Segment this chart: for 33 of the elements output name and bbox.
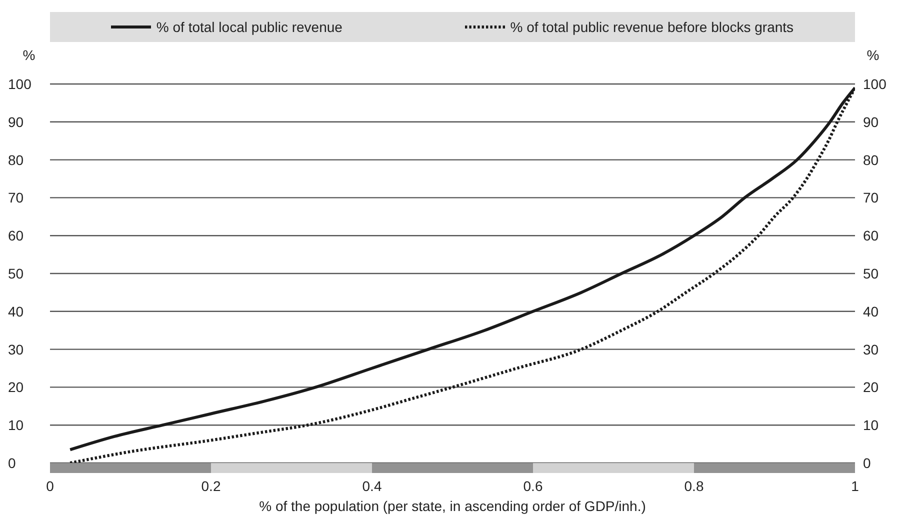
x-tick-label: 0.6 [523,478,543,494]
y-tick-label: 50 [8,265,24,282]
x-axis-title: % of the population (per state, in ascending order of GDP/inh.) [259,498,646,514]
legend-label: % of total public revenue before blocks grants [510,19,794,35]
y-tick-label: 60 [8,228,24,244]
y2-tick-label: 20 [863,379,879,396]
y-tick-label: 90 [8,114,24,130]
y2-tick-label: 10 [863,417,879,434]
y2-tick-label: 40 [863,303,879,320]
x-tick-label: 0.8 [684,478,704,494]
y2-tick-label: 80 [863,152,879,168]
y2-axis-title: % [866,47,880,63]
x-tick-label: 0.4 [362,478,382,494]
y-tick-label: 40 [8,303,24,320]
y-tick-label: 70 [8,190,24,206]
legend-label: % of total local public revenue [156,19,342,35]
y2-tick-label: 100 [863,76,887,92]
x-tick-label: 0.2 [201,478,221,494]
y-axis-title: % [22,47,36,63]
y-tick-label: 10 [8,417,24,434]
y2-tick-label: 50 [863,265,879,282]
x-tick-label: 1 [851,478,860,494]
y-tick-label: 30 [8,341,24,358]
y-tick-label: 80 [8,152,24,168]
y2-tick-label: 70 [863,190,879,206]
x-tick-label: 0 [46,478,54,494]
y2-tick-label: 30 [863,341,879,358]
y2-tick-label: 60 [863,228,879,244]
y-tick-label: 20 [8,379,24,396]
y2-tick-label: 0 [863,454,871,471]
y-tick-label: 0 [8,454,16,471]
y2-tick-label: 90 [863,114,879,130]
y-tick-label: 100 [8,76,32,92]
